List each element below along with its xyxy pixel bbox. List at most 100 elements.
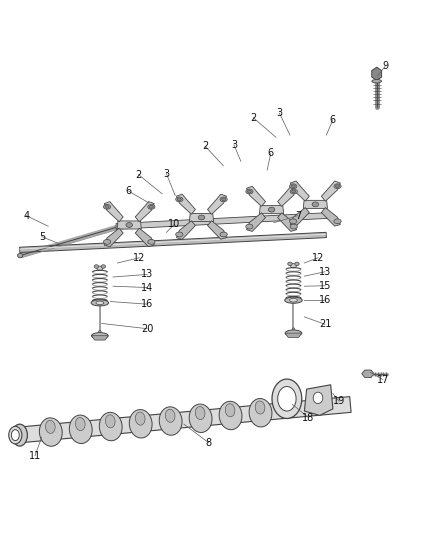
Ellipse shape <box>220 197 227 202</box>
Ellipse shape <box>292 190 296 193</box>
Ellipse shape <box>290 263 297 268</box>
Ellipse shape <box>149 205 153 208</box>
Ellipse shape <box>334 184 341 189</box>
Ellipse shape <box>46 421 55 433</box>
Ellipse shape <box>295 262 299 265</box>
Text: 7: 7 <box>295 211 301 221</box>
Ellipse shape <box>39 418 62 446</box>
Text: 15: 15 <box>319 281 331 291</box>
Text: 16: 16 <box>141 299 153 309</box>
Polygon shape <box>247 186 265 206</box>
Text: 8: 8 <box>205 438 212 448</box>
Polygon shape <box>259 206 284 214</box>
Ellipse shape <box>176 232 183 237</box>
Ellipse shape <box>291 185 295 188</box>
Ellipse shape <box>290 219 297 224</box>
Ellipse shape <box>278 386 296 411</box>
Text: 3: 3 <box>163 168 170 179</box>
Ellipse shape <box>99 413 122 441</box>
Text: 6: 6 <box>126 186 132 196</box>
Ellipse shape <box>101 265 106 268</box>
Polygon shape <box>285 333 302 337</box>
Ellipse shape <box>334 219 341 224</box>
Ellipse shape <box>11 430 19 441</box>
Polygon shape <box>135 228 154 247</box>
Ellipse shape <box>99 330 101 334</box>
Polygon shape <box>247 213 265 231</box>
Ellipse shape <box>292 328 295 332</box>
Text: 10: 10 <box>168 220 180 229</box>
Ellipse shape <box>246 224 253 229</box>
Ellipse shape <box>165 409 175 422</box>
Polygon shape <box>290 181 309 201</box>
Ellipse shape <box>313 392 323 403</box>
Ellipse shape <box>255 401 265 414</box>
Ellipse shape <box>195 407 205 419</box>
Polygon shape <box>278 186 297 206</box>
Ellipse shape <box>285 297 302 303</box>
Ellipse shape <box>148 239 155 244</box>
Ellipse shape <box>96 301 104 304</box>
Ellipse shape <box>91 300 109 306</box>
Polygon shape <box>20 232 326 253</box>
Text: 5: 5 <box>39 232 45 242</box>
Polygon shape <box>208 221 226 239</box>
Ellipse shape <box>103 205 111 209</box>
Ellipse shape <box>126 223 132 228</box>
Polygon shape <box>208 194 226 214</box>
Ellipse shape <box>135 412 145 425</box>
Ellipse shape <box>225 403 235 417</box>
Text: 3: 3 <box>276 108 283 118</box>
Polygon shape <box>17 397 351 443</box>
Ellipse shape <box>9 426 22 444</box>
Polygon shape <box>304 385 333 415</box>
Text: 19: 19 <box>333 397 345 406</box>
Ellipse shape <box>220 232 227 237</box>
Ellipse shape <box>247 190 251 193</box>
Ellipse shape <box>198 215 205 220</box>
Polygon shape <box>177 221 195 239</box>
Ellipse shape <box>69 415 92 443</box>
Polygon shape <box>372 67 381 80</box>
Text: 12: 12 <box>312 253 324 263</box>
Text: 2: 2 <box>135 169 141 180</box>
Ellipse shape <box>18 253 23 258</box>
Ellipse shape <box>290 224 297 229</box>
Ellipse shape <box>189 404 212 432</box>
Text: 14: 14 <box>141 282 153 293</box>
Text: 2: 2 <box>250 112 256 123</box>
Text: 17: 17 <box>377 375 389 384</box>
Ellipse shape <box>94 265 99 268</box>
Ellipse shape <box>177 198 181 201</box>
Polygon shape <box>92 336 108 340</box>
Ellipse shape <box>129 409 152 438</box>
Polygon shape <box>321 181 340 201</box>
Text: 21: 21 <box>319 319 331 329</box>
Ellipse shape <box>285 330 302 336</box>
Text: 2: 2 <box>202 141 208 151</box>
Polygon shape <box>290 207 309 226</box>
Ellipse shape <box>290 184 297 189</box>
Polygon shape <box>278 213 297 231</box>
Text: 4: 4 <box>23 211 29 221</box>
Ellipse shape <box>336 185 339 188</box>
Polygon shape <box>135 201 154 222</box>
Text: 16: 16 <box>319 295 331 305</box>
Ellipse shape <box>105 205 109 208</box>
Polygon shape <box>177 194 195 214</box>
Ellipse shape <box>159 407 182 435</box>
Ellipse shape <box>288 262 292 265</box>
Ellipse shape <box>106 415 115 428</box>
Ellipse shape <box>12 424 27 446</box>
Ellipse shape <box>103 239 111 244</box>
Text: 6: 6 <box>330 115 336 125</box>
Ellipse shape <box>148 205 155 209</box>
Ellipse shape <box>290 189 297 194</box>
Ellipse shape <box>176 197 183 202</box>
Ellipse shape <box>268 207 275 212</box>
Polygon shape <box>104 228 123 247</box>
Text: 6: 6 <box>268 149 274 158</box>
Ellipse shape <box>249 399 272 427</box>
Ellipse shape <box>219 401 242 430</box>
Ellipse shape <box>246 189 253 194</box>
